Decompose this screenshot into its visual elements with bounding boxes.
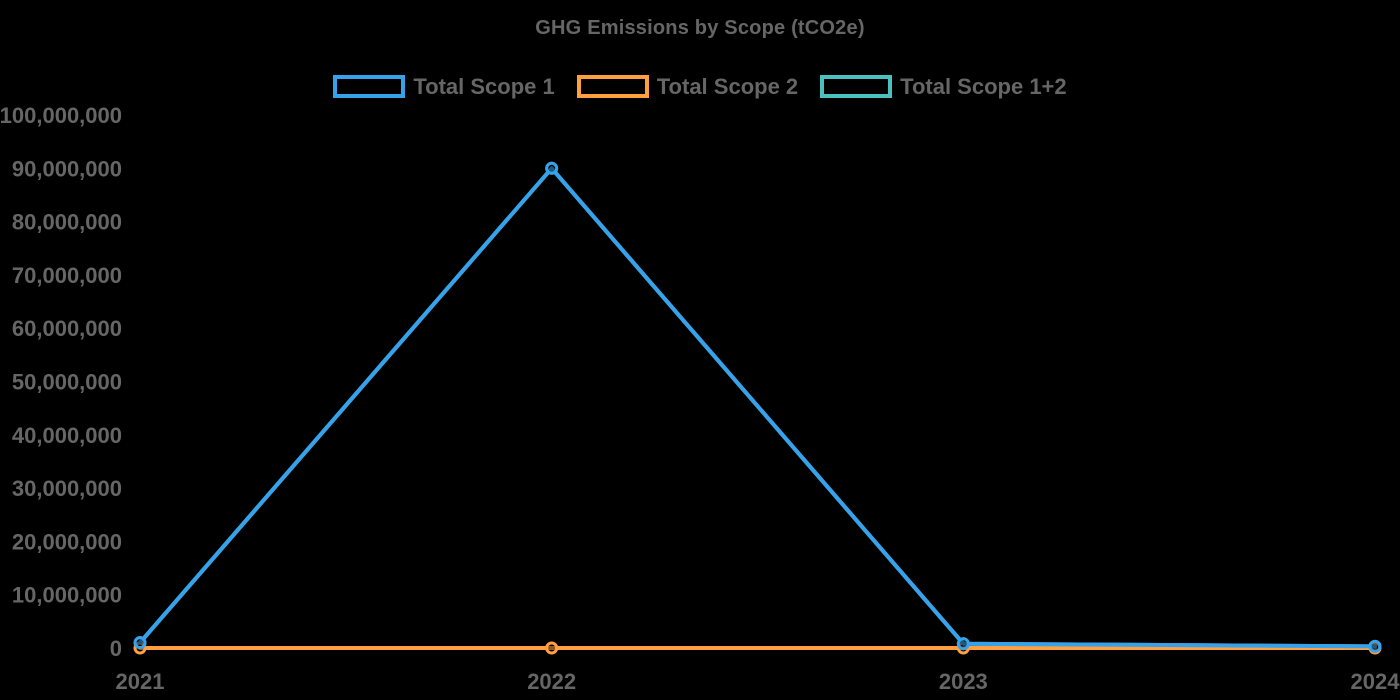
x-axis-tick-label: 2021 [116,669,165,694]
y-axis-tick-label: 100,000,000 [0,103,122,128]
data-point-total-scope-1-2023[interactable] [956,637,970,651]
series-line-total-scope-1 [138,166,1377,649]
legend-swatch-icon [820,75,893,98]
y-axis-tick-label: 20,000,000 [12,529,122,554]
legend-label: Total Scope 2 [656,74,799,99]
y-axis-tick-label: 10,000,000 [12,583,122,608]
chart-legend: Total Scope 1 Total Scope 2 Total Scope 1+… [0,75,1400,98]
x-axis-tick-label: 2022 [527,669,576,694]
data-point-total-scope-2-2022[interactable] [545,641,559,655]
x-axis-tick-label: 2023 [939,669,988,694]
y-axis-tick-label: 30,000,000 [12,476,122,501]
y-axis-tick-label: 90,000,000 [12,156,122,181]
y-axis-tick-label: 60,000,000 [12,316,122,341]
legend-label: Total Scope 1+2 [900,74,1067,99]
y-axis-tick-label: 40,000,000 [12,423,122,448]
data-point-total-scope-1-2021[interactable] [133,636,147,650]
legend-item-total-scope-1[interactable]: Total Scope 1 [333,74,555,99]
y-axis-tick-label: 70,000,000 [12,263,122,288]
y-axis-tick-label: 50,000,000 [12,370,122,395]
y-axis-tick-label: 80,000,000 [12,210,122,235]
legend-item-total-scope-1-2[interactable]: Total Scope 1+2 [820,74,1067,99]
data-point-total-scope-1-2024[interactable] [1368,639,1382,653]
x-axis-tick-label: 2024 [1351,669,1400,694]
legend-item-total-scope-2[interactable]: Total Scope 2 [576,74,799,99]
legend-swatch-icon [576,75,649,98]
legend-swatch-icon [333,75,406,98]
data-point-total-scope-1-2022[interactable] [545,161,559,175]
legend-label: Total Scope 1 [413,74,555,99]
chart-title: GHG Emissions by Scope (tCO2e) [535,17,865,39]
y-axis-tick-label: 0 [110,636,122,661]
